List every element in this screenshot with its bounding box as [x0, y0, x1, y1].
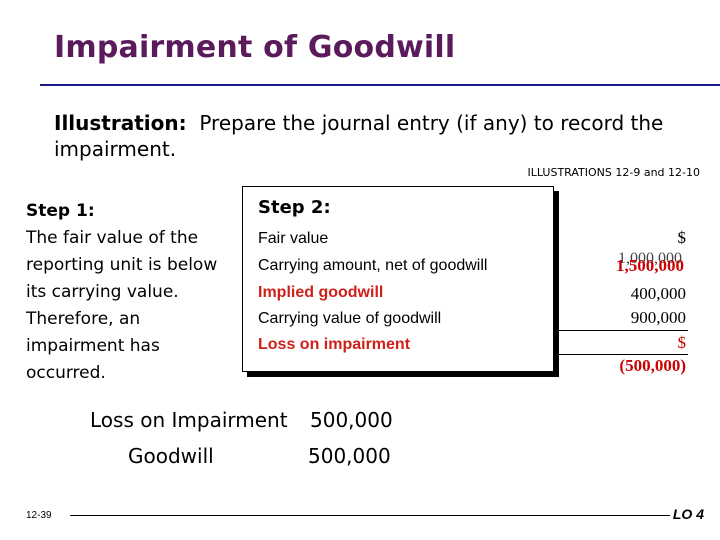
amount-loss-on-impairment: (500,000): [619, 356, 686, 375]
illustration-prompt: Illustration: Prepare the journal entry …: [54, 110, 694, 162]
step2-heading: Step 2:: [258, 197, 331, 218]
amount-carrying-goodwill: 900,000: [630, 308, 686, 327]
amount-fair-value: 1,000,000: [618, 250, 682, 267]
slide-title: Impairment of Goodwill: [54, 30, 456, 65]
dollar-sign-1: $: [677, 228, 687, 247]
journal-credit-amount: 500,000: [308, 444, 391, 468]
slide-number: 12-39: [26, 510, 52, 521]
step1-text: The fair value of the reporting unit is …: [26, 228, 218, 383]
amount-carrying-net: 1,500,000: [616, 256, 684, 275]
subtotal-rule: [556, 330, 688, 331]
footer-divider: [70, 515, 670, 516]
illustration-label: Illustration:: [54, 111, 187, 135]
journal-debit-amount: 500,000: [310, 408, 393, 432]
dollar-sign-2: $: [677, 333, 687, 352]
step1-heading: Step 1:: [26, 201, 95, 221]
title-divider: [40, 84, 720, 86]
journal-debit-account: Loss on Impairment: [90, 408, 288, 432]
row-label-implied-goodwill: Implied goodwill: [258, 284, 384, 301]
row-label-loss-on-impairment: Loss on impairment: [258, 336, 411, 353]
learning-objective: LO 4: [672, 506, 704, 522]
step2-panel: [242, 186, 554, 372]
total-rule: [556, 354, 688, 355]
row-label-carrying-net: Carrying amount, net of goodwill: [258, 257, 488, 274]
illustration-text: Prepare the journal entry (if any) to re…: [54, 111, 664, 161]
illustration-reference: ILLUSTRATIONS 12-9 and 12-10: [527, 166, 700, 179]
row-label-carrying-goodwill: Carrying value of goodwill: [258, 310, 442, 327]
amount-implied-goodwill: 400,000: [630, 284, 686, 303]
step1-block: Step 1: The fair value of the reporting …: [26, 198, 236, 387]
journal-credit-account: Goodwill: [128, 444, 214, 468]
row-label-fair-value: Fair value: [258, 230, 329, 247]
